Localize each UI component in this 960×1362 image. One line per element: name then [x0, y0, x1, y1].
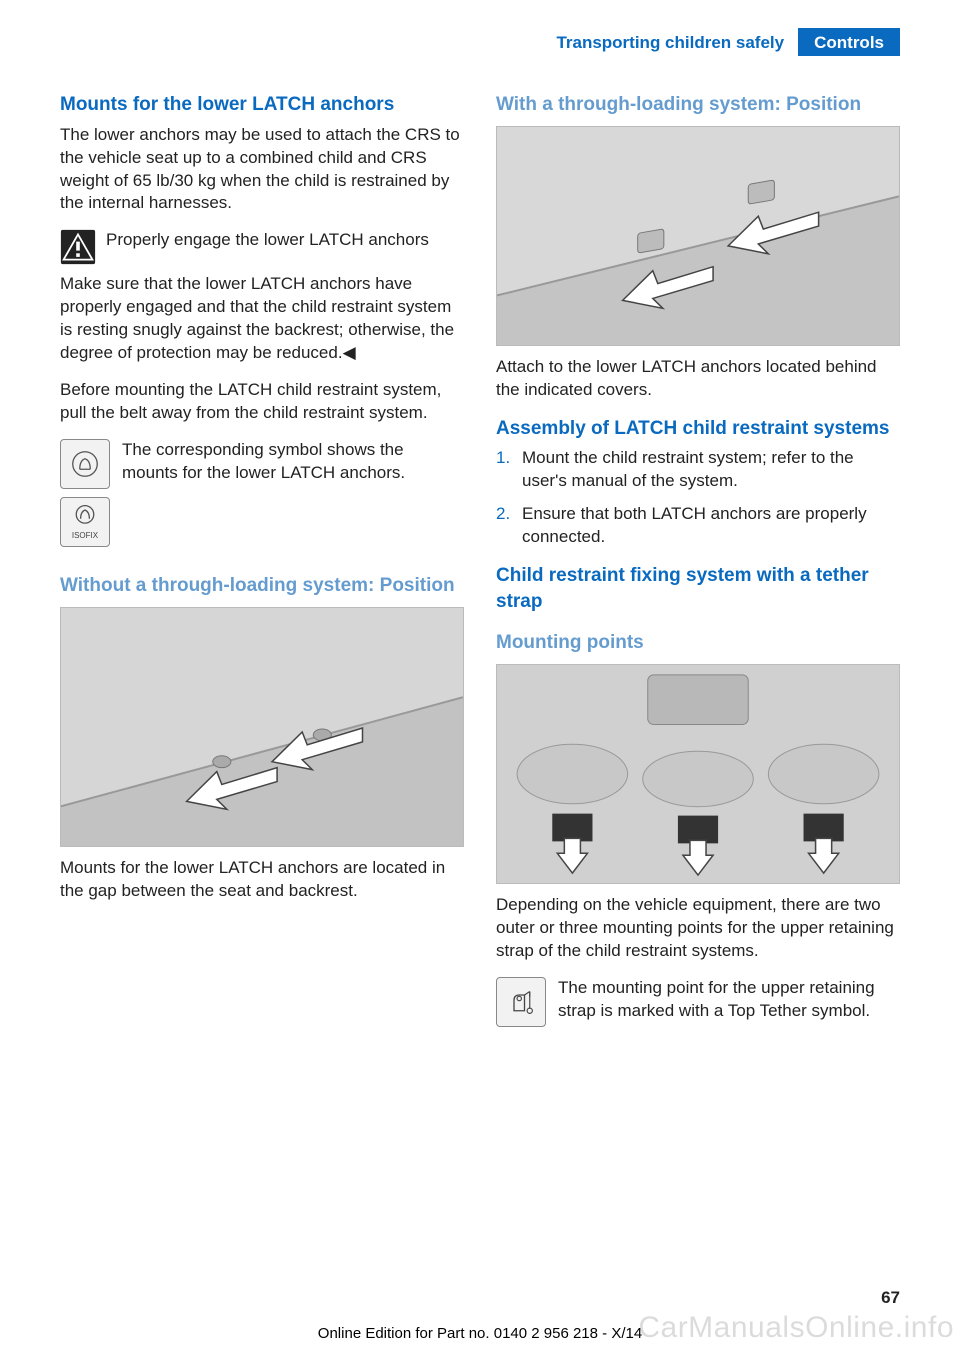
para-latch-intro: The lower anchors may be used to attach … — [60, 124, 464, 216]
heading-tether-strap: Child restraint fixing system with a tet… — [496, 563, 900, 614]
right-column: With a through-loading system: Position — [496, 92, 900, 1037]
para-warning-detail: Make sure that the lower LATCH anchors h… — [60, 273, 464, 365]
para-mounting-points: Depending on the vehicle equipment, ther… — [496, 894, 900, 963]
header-chapter: Controls — [798, 28, 900, 56]
left-column: Mounts for the lower LATCH anchors The l… — [60, 92, 464, 1037]
symbol-stack: ISOFIX — [60, 439, 110, 547]
figure-mounting-points — [496, 664, 900, 884]
isofix-label: ISOFIX — [72, 531, 98, 542]
page-number: 67 — [881, 1287, 900, 1310]
heading-without-throughload: Without a through-loading system: Positi… — [60, 573, 464, 599]
latch-seat-icon — [60, 439, 110, 489]
figure-without-throughload — [60, 607, 464, 847]
heading-with-throughload: With a through-loading system: Position — [496, 92, 900, 118]
figure-with-throughload — [496, 126, 900, 346]
warning-text: Properly engage the lower LATCH anchors — [106, 229, 429, 252]
step-number: 1. — [496, 447, 522, 493]
step-number: 2. — [496, 503, 522, 549]
tether-symbol-row: The mounting point for the upper retaini… — [496, 977, 900, 1027]
para-mounts-location: Mounts for the lower LATCH anchors are l… — [60, 857, 464, 903]
list-item: 1.Mount the child restraint system; refe… — [496, 447, 900, 493]
content-columns: Mounts for the lower LATCH anchors The l… — [60, 92, 900, 1037]
page-header: Transporting children safely Controls — [60, 28, 900, 56]
warning-block: Properly engage the lower LATCH anchors — [60, 229, 464, 265]
isofix-icon: ISOFIX — [60, 497, 110, 547]
para-attach-covers: Attach to the lower LATCH anchors locate… — [496, 356, 900, 402]
footer-line: Online Edition for Part no. 0140 2 956 2… — [0, 1324, 960, 1344]
header-section: Transporting children safely — [556, 28, 798, 56]
warning-icon — [60, 229, 96, 265]
heading-mounting-points: Mounting points — [496, 630, 900, 656]
heading-latch-mounts: Mounts for the lower LATCH anchors — [60, 92, 464, 118]
top-tether-icon — [496, 977, 546, 1027]
list-item: 2.Ensure that both LATCH anchors are pro… — [496, 503, 900, 549]
heading-assembly: Assembly of LATCH child restraint system… — [496, 416, 900, 442]
tether-symbol-text: The mounting point for the upper retaini… — [558, 977, 900, 1023]
symbol-description-text: The corresponding symbol shows the mount… — [122, 439, 464, 485]
step-text: Ensure that both LATCH anchors are prope… — [522, 503, 900, 549]
para-before-mounting: Before mounting the LATCH child restrain… — [60, 379, 464, 425]
step-text: Mount the child restraint system; refer … — [522, 447, 900, 493]
page: Transporting children safely Controls Mo… — [0, 0, 960, 1037]
assembly-steps: 1.Mount the child restraint system; refe… — [496, 447, 900, 549]
symbol-description-row: ISOFIX The corresponding symbol shows th… — [60, 439, 464, 563]
